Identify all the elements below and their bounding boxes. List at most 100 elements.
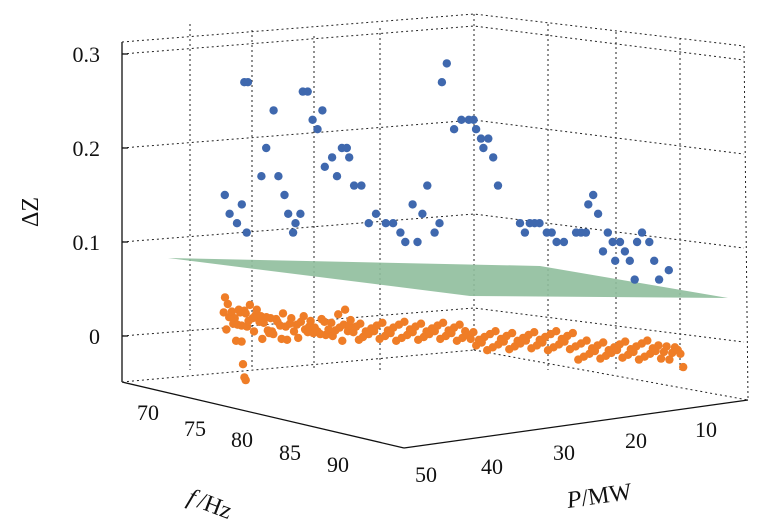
z-axis-title: ΔZ	[18, 197, 44, 227]
axes-box	[121, 13, 749, 449]
p-axis-title-var: P	[564, 486, 583, 514]
blue-point	[581, 228, 591, 237]
blue-point	[620, 247, 630, 256]
p-tick-label: 20	[625, 428, 647, 453]
z-axis-title-text: ΔZ	[18, 197, 44, 227]
blue-point	[243, 78, 253, 87]
blue-point	[593, 209, 603, 218]
orange-point	[466, 334, 475, 344]
blue-point	[479, 143, 488, 153]
blue-point	[388, 219, 398, 228]
blue-point	[484, 134, 493, 143]
blue-point	[471, 125, 481, 134]
blue-point	[469, 115, 478, 125]
blue-point	[552, 237, 561, 247]
blue-point	[650, 256, 659, 265]
orange-point	[237, 337, 246, 346]
blue-point	[423, 181, 432, 190]
f-tick-label: 70	[137, 400, 159, 425]
orange-point	[245, 300, 255, 310]
f-tick-label: 75	[184, 416, 206, 441]
orange-point	[258, 334, 267, 344]
orange-point	[455, 320, 464, 329]
orange-point	[346, 315, 355, 325]
blue-point	[357, 181, 366, 190]
orange-point	[278, 309, 288, 318]
blue-point	[630, 275, 639, 284]
f-axis-line	[121, 381, 405, 449]
orange-point	[289, 327, 299, 336]
z-tick-label: 0	[89, 324, 100, 349]
orange-point	[621, 337, 630, 346]
orange-point	[222, 325, 231, 334]
blue-point	[288, 228, 298, 237]
blue-point	[296, 209, 305, 218]
p-tick-label: 10	[695, 417, 717, 442]
plane-surface	[168, 258, 728, 298]
orange-point	[356, 319, 365, 328]
orange-point	[327, 318, 336, 327]
blue-point	[559, 237, 569, 247]
blue-point	[320, 162, 329, 171]
orange-point	[334, 310, 343, 319]
orange-point	[656, 354, 666, 363]
blue-point	[608, 237, 617, 247]
orange-point	[249, 327, 259, 336]
blue-point	[535, 219, 544, 228]
orange-point	[599, 338, 608, 347]
z-tick-label: 0.3	[73, 42, 101, 67]
floor-back-edge-f	[121, 349, 475, 383]
orange-point	[219, 308, 228, 317]
orange-point	[340, 305, 350, 314]
z-gridline	[121, 25, 745, 61]
blue-point	[413, 237, 422, 247]
orange-point	[643, 336, 652, 345]
blue-point	[242, 228, 251, 237]
blue-point	[225, 209, 234, 218]
blue-point	[603, 228, 612, 237]
blue-point	[449, 125, 459, 134]
orange-point	[230, 314, 239, 323]
blue-point	[457, 115, 466, 125]
blue-point	[625, 256, 634, 265]
orange-point	[269, 329, 278, 339]
orange-point	[282, 335, 292, 344]
data-points	[219, 59, 688, 385]
blue-point	[220, 190, 229, 200]
blue-point	[430, 228, 439, 237]
orange-point	[491, 327, 500, 336]
blue-point	[654, 275, 664, 284]
f-tick-label: 85	[279, 440, 301, 465]
blue-point	[345, 153, 354, 162]
p-axis-title-unit: /MW	[580, 479, 634, 512]
tick-labels: 0 0.1 0.2 0.3 70 75 80 85 90 50 40 30 20 10	[73, 42, 718, 487]
blue-point	[381, 219, 390, 228]
orange-point	[378, 318, 387, 327]
blue-point	[598, 247, 608, 256]
blue-point	[664, 266, 673, 275]
orange-point	[469, 328, 478, 337]
blue-point	[632, 237, 642, 247]
orange-point	[220, 293, 230, 302]
blue-point	[364, 219, 373, 228]
blue-point	[274, 172, 283, 181]
blue-point	[332, 172, 342, 181]
blue-point	[257, 172, 266, 181]
orange-point	[241, 375, 250, 385]
z-tick-label: 0.2	[73, 136, 101, 161]
blue-point	[237, 200, 246, 209]
p-axis-title: P/MW	[564, 479, 634, 514]
blue-point	[269, 106, 278, 115]
z-gridline	[121, 119, 745, 155]
blue-point	[637, 228, 647, 237]
orange-point	[507, 328, 517, 338]
orange-point	[227, 307, 237, 316]
blue-point	[584, 200, 593, 209]
blue-point	[408, 200, 417, 209]
orange-point	[238, 360, 248, 369]
orange-point	[665, 355, 674, 364]
blue-point	[520, 228, 530, 237]
z-tick-label: 0.1	[73, 230, 101, 255]
blue-point	[401, 237, 410, 247]
